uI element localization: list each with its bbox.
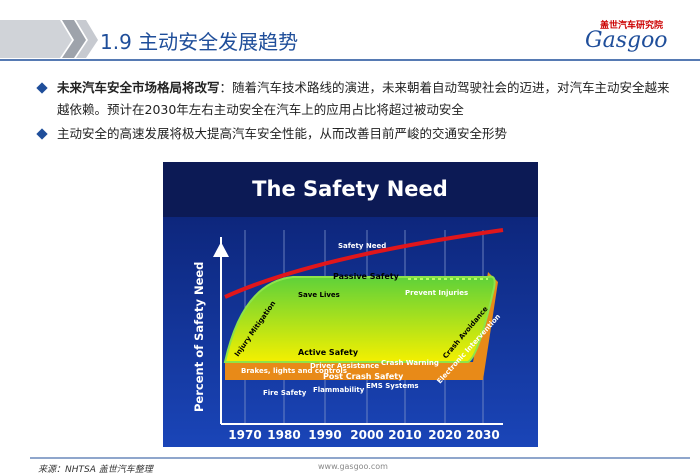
url: www.gasgoo.com: [318, 462, 388, 471]
bullet: 主动安全的高速发展将极大提高汽车安全性能，从而改善目前严峻的交通安全形势: [57, 123, 672, 145]
label: Prevent Injuries: [405, 289, 468, 297]
year-label: 1990: [308, 428, 341, 442]
label: Crash Warning: [381, 359, 439, 367]
label: Flammability: [313, 386, 365, 394]
year-label: 1980: [267, 428, 300, 442]
figure-title: The Safety Need: [252, 177, 448, 201]
logo: Gasgoo: [585, 28, 668, 53]
year-label: 2020: [428, 428, 461, 442]
label: Fire Safety: [263, 389, 307, 397]
brand: 盖世汽车研究院: [600, 21, 664, 31]
bullet-text: 主动安全的高速发展将极大提高汽车安全性能，从而改善目前严峻的交通安全形势: [57, 126, 508, 141]
year-label: 2000: [350, 428, 383, 442]
label: Safety Need: [338, 242, 386, 250]
label: Active Safety: [298, 348, 359, 357]
bullet-bold: 未来汽车安全市场格局将改写: [57, 80, 220, 95]
slide-title: 1.9 主动安全发展趋势: [100, 30, 299, 54]
year-label: 2030: [466, 428, 499, 442]
year-label: 2010: [388, 428, 421, 442]
y-label: Percent of Safety Need: [192, 262, 206, 412]
bullet: 未来汽车安全市场格局将改写：随着汽车技术路线的演进，未来朝着自动驾驶社会的迈进，…: [57, 77, 672, 121]
bullet-text: ：随着汽车技术路线的演进，未来朝着自动驾驶社会的迈进，对汽车主动安全越来越依赖。…: [57, 80, 670, 117]
label: Brakes, lights and controls: [241, 367, 347, 375]
label: Passive Safety: [333, 272, 400, 281]
label: Driver Assistance: [310, 362, 379, 370]
figure: Safety Need Passive Safety Save Lives Pr…: [163, 162, 538, 447]
label: Save Lives: [298, 291, 340, 299]
label: Post Crash Safety: [323, 372, 404, 381]
label: EMS Systems: [366, 382, 419, 390]
year-label: 1970: [228, 428, 261, 442]
source: 来源：NHTSA 盖世汽车整理: [38, 465, 153, 475]
